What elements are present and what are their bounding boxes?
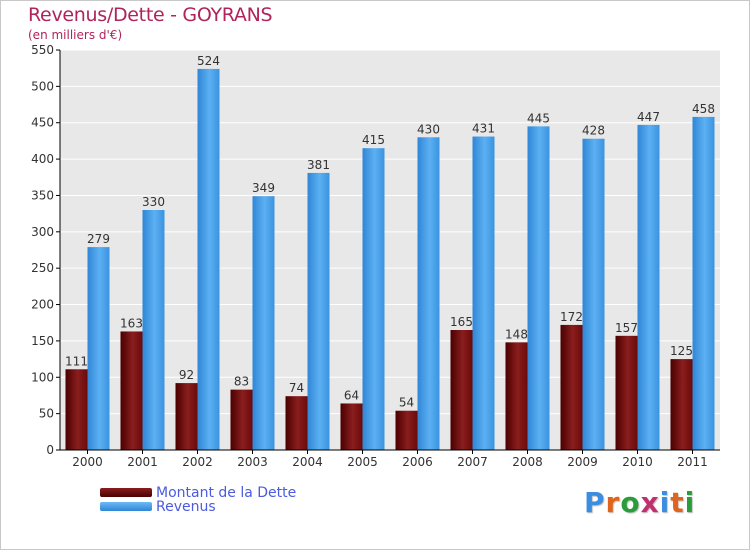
data-label: 431 xyxy=(472,122,495,136)
y-tick-label: 450 xyxy=(31,116,54,130)
legend-swatch-revenue xyxy=(100,502,152,511)
data-label: 163 xyxy=(120,316,143,330)
logo-letter: P xyxy=(584,486,606,519)
x-tick-label: 2010 xyxy=(622,455,653,469)
data-label: 428 xyxy=(582,124,605,138)
x-tick-label: 2004 xyxy=(292,455,323,469)
bar-debt xyxy=(230,389,253,450)
y-tick-label: 550 xyxy=(31,43,54,57)
bar-revenue xyxy=(527,126,550,450)
legend-label-revenue: Revenus xyxy=(156,499,216,515)
proxiti-logo: Proxiti xyxy=(584,486,695,519)
y-tick-label: 0 xyxy=(46,443,54,457)
x-tick-label: 2001 xyxy=(127,455,158,469)
y-tick-label: 50 xyxy=(39,407,54,421)
y-tick-label: 300 xyxy=(31,225,54,239)
bar-revenue xyxy=(417,137,440,451)
logo-letter: o xyxy=(620,486,641,519)
data-label: 64 xyxy=(344,388,359,402)
data-label: 92 xyxy=(179,368,194,382)
y-tick-label: 150 xyxy=(31,334,54,348)
y-tick-label: 250 xyxy=(31,261,54,275)
data-label: 381 xyxy=(307,158,330,172)
x-tick-label: 2000 xyxy=(72,455,103,469)
logo-letter: x xyxy=(640,486,660,519)
data-label: 349 xyxy=(252,181,275,195)
bar-revenue xyxy=(692,116,715,450)
x-tick-label: 2007 xyxy=(457,455,488,469)
y-tick-label: 200 xyxy=(31,298,54,312)
x-tick-label: 2011 xyxy=(677,455,708,469)
bar-debt xyxy=(120,331,143,450)
bar-debt xyxy=(450,330,473,450)
data-label: 157 xyxy=(615,321,638,335)
grid-lines xyxy=(60,49,720,415)
y-tick-label: 400 xyxy=(31,152,54,166)
data-label: 524 xyxy=(197,54,220,68)
bar-debt xyxy=(285,396,308,450)
y-axis-ticks: 0 50 100 150 200 250 300 350 400 450 500 550 xyxy=(31,43,60,457)
x-tick-label: 2006 xyxy=(402,455,433,469)
data-label: 125 xyxy=(670,344,693,358)
data-labels: 111 279 163 330 92 524 83 349 74 381 64 415 54 430 165… xyxy=(65,54,715,410)
bar-revenue xyxy=(197,68,220,450)
data-label: 111 xyxy=(65,354,88,368)
logo-letter: i xyxy=(659,486,671,519)
data-label: 458 xyxy=(692,102,715,116)
bar-revenue xyxy=(87,247,110,450)
chart-subtitle: (en milliers d'€) xyxy=(28,28,123,42)
data-label: 172 xyxy=(560,310,583,324)
bar-debt xyxy=(340,403,363,450)
plot-area xyxy=(60,50,720,450)
data-label: 330 xyxy=(142,195,165,209)
bar-revenue xyxy=(307,172,330,450)
legend-label-debt: Montant de la Dette xyxy=(156,485,297,501)
data-label: 430 xyxy=(417,122,440,136)
data-label: 165 xyxy=(450,315,473,329)
bar-debt xyxy=(615,335,638,450)
data-label: 148 xyxy=(505,327,528,341)
chart-title: Revenus/Dette - GOYRANS xyxy=(28,4,273,26)
bar-revenue xyxy=(142,210,165,450)
x-tick-label: 2003 xyxy=(237,455,268,469)
bar-revenue xyxy=(637,124,660,450)
bar-debt xyxy=(670,359,693,450)
y-tick-label: 500 xyxy=(31,79,54,93)
data-label: 54 xyxy=(399,396,414,410)
bar-revenue xyxy=(582,138,605,450)
y-tick-label: 350 xyxy=(31,188,54,202)
data-label: 74 xyxy=(289,381,304,395)
data-label: 279 xyxy=(87,232,110,246)
logo-letter: r xyxy=(605,486,621,519)
x-tick-label: 2008 xyxy=(512,455,543,469)
data-label: 415 xyxy=(362,133,385,147)
data-label: 447 xyxy=(637,110,660,124)
x-tick-label: 2002 xyxy=(182,455,213,469)
x-tick-label: 2009 xyxy=(567,455,598,469)
bar-debt xyxy=(65,369,88,450)
y-tick-label: 100 xyxy=(31,370,54,384)
bar-debt xyxy=(560,324,583,450)
bar-debt xyxy=(175,383,198,450)
logo-letter: i xyxy=(684,486,696,519)
bar-debt xyxy=(505,342,528,450)
bar-revenue xyxy=(472,136,495,450)
bar-revenue xyxy=(252,196,275,450)
x-axis-ticks: 2000 2001 2002 2003 2004 2005 2006 2007 2008 2009… xyxy=(72,450,708,469)
x-tick-label: 2005 xyxy=(347,455,378,469)
legend-swatch-debt xyxy=(100,488,152,497)
bars xyxy=(65,68,715,451)
logo-letter: t xyxy=(670,486,685,519)
bar-revenue xyxy=(362,148,385,450)
bar-debt xyxy=(395,410,418,450)
data-label: 445 xyxy=(527,111,550,125)
data-label: 83 xyxy=(234,375,249,389)
